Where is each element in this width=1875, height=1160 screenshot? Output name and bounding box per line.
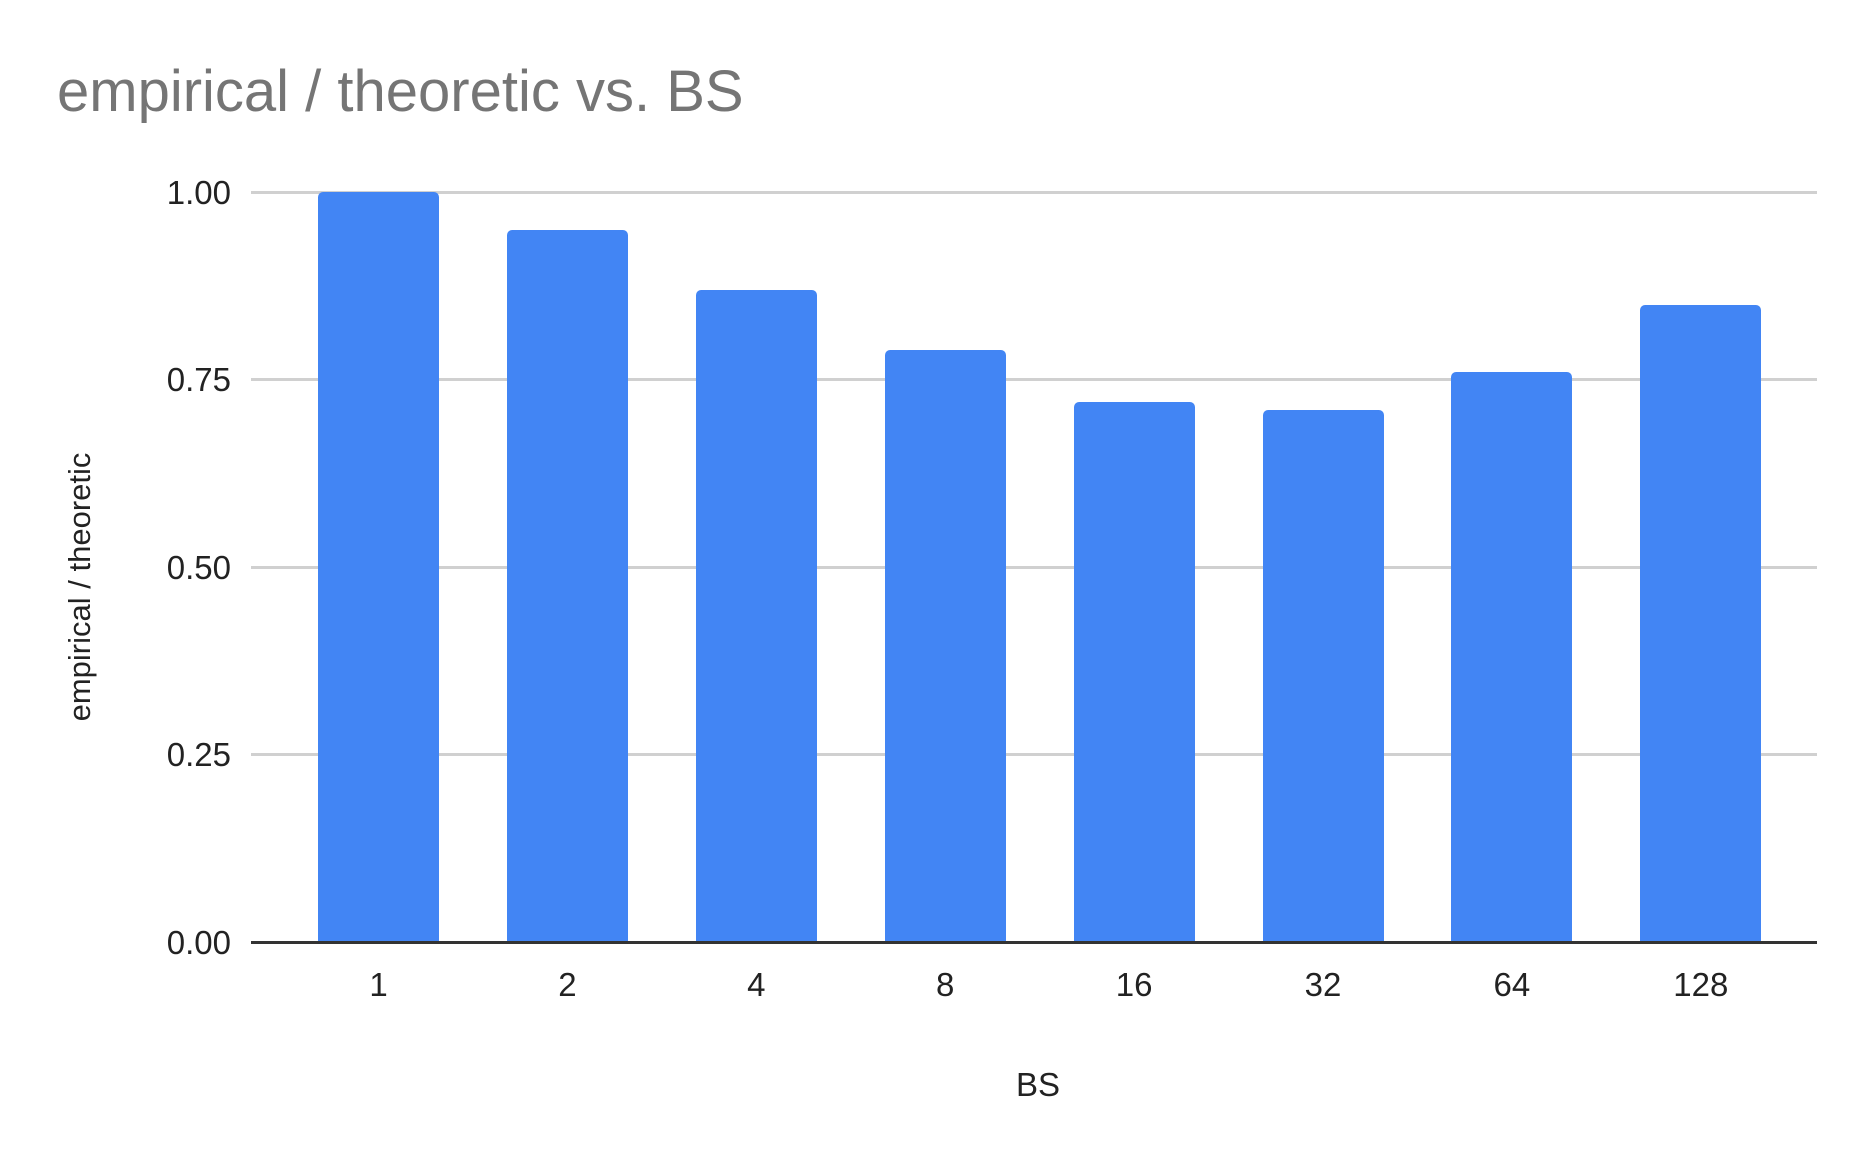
bar-8 xyxy=(884,349,1006,942)
bar-64 xyxy=(1451,372,1573,942)
x-tick-label: 128 xyxy=(1673,966,1729,1003)
bar-128 xyxy=(1640,304,1762,942)
bar-16 xyxy=(1073,402,1195,942)
gridline-0-50 xyxy=(251,566,1817,569)
bar-32 xyxy=(1262,409,1384,942)
y-tick-label: 0.50 xyxy=(166,549,231,586)
x-tick-label: 2 xyxy=(558,966,577,1003)
gridline-1-00 xyxy=(251,191,1817,194)
x-tick-label: 8 xyxy=(936,966,955,1003)
y-tick-label: 0.75 xyxy=(166,361,231,398)
y-tick-label: 0.00 xyxy=(166,924,231,961)
x-axis-line xyxy=(251,941,1817,944)
x-tick-label: 1 xyxy=(369,966,388,1003)
bar-1 xyxy=(318,192,439,942)
y-axis-title: empirical / theoretic xyxy=(62,452,97,722)
x-axis-title: BS xyxy=(1015,1066,1061,1103)
gridline-0-25 xyxy=(251,753,1817,756)
x-tick-label: 32 xyxy=(1304,966,1342,1003)
bar-4 xyxy=(695,289,817,942)
x-tick-label: 16 xyxy=(1115,966,1153,1003)
y-tick-label: 1.00 xyxy=(166,174,231,211)
y-tick-label: 0.25 xyxy=(166,736,231,773)
chart-title: empirical / theoretic vs. BS xyxy=(57,59,744,124)
x-tick-label: 4 xyxy=(747,966,766,1003)
gridline-0-75 xyxy=(251,378,1817,381)
x-tick-label: 64 xyxy=(1493,966,1531,1003)
bar-2 xyxy=(506,229,628,942)
